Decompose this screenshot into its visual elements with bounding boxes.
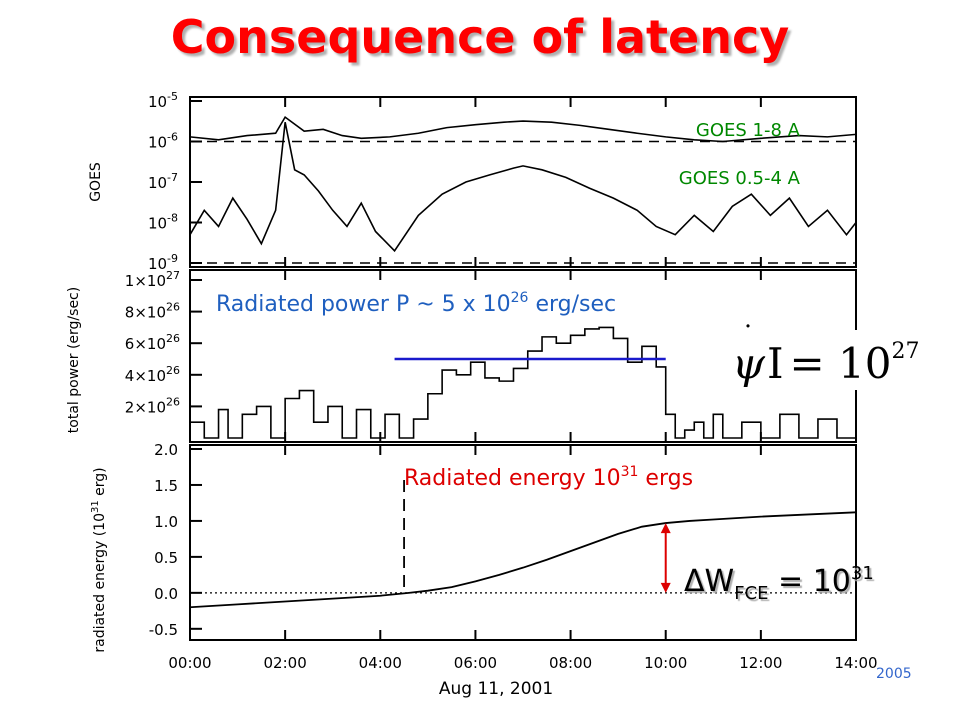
goes-y-tick-label: 10-9 [148,252,178,273]
x-tick-label: 00:00 [168,654,211,672]
x-tick-label: 04:00 [359,654,402,672]
radiated-energy-annotation: Radiated energy 1031 ergs [404,464,693,491]
radiated-power-annotation: Radiated power P ~ 5 x 1026 erg/sec [216,290,616,317]
energy-y-tick-label: 1.5 [154,477,178,495]
power-y-tick-label: 4×1026 [125,364,180,385]
x-tick-label: 14:00 [834,654,877,672]
x-tick-label: 10:00 [644,654,687,672]
goes-series-0 [189,115,857,143]
goes-y-axis-label: GOES [88,162,104,202]
power-y-tick-label: 1×1027 [125,269,180,290]
energy-y-axis-label: radiated energy (1031 erg) [90,467,108,652]
goes-series-1 [189,122,857,253]
goes-y-tick-label: 10-8 [148,212,178,233]
equation-dot: ˙ [741,320,755,353]
x-tick-label: 12:00 [739,654,782,672]
page-title: Consequence of latency [170,10,790,64]
goes-y-tick-label: 10-6 [148,131,178,152]
delta-arrow-head-bottom [660,582,671,593]
x-axis-label: Aug 11, 2001 [439,679,553,699]
energy-y-tick-label: 1.0 [154,513,178,531]
equation-text: ψI = 1027 [732,339,920,388]
goes-1-8-label: GOES 1-8 A [696,120,801,141]
energy-y-tick-label: 0.0 [154,585,178,603]
footnote-year: 2005 [876,666,912,682]
energy-y-tick-label: 2.0 [154,441,178,459]
x-tick-label: 06:00 [454,654,497,672]
x-tick-label: 02:00 [264,654,307,672]
energy-panel-frame [189,444,857,641]
power-series-0 [190,326,857,439]
energy-series-0 [189,511,857,609]
x-tick-label: 08:00 [549,654,592,672]
power-y-tick-label: 6×1026 [125,332,180,353]
energy-y-tick-label: -0.5 [149,621,178,639]
equation-box [722,330,912,390]
power-y-axis-label: total power (erg/sec) [66,287,82,433]
energy-y-tick-label: 0.5 [154,549,178,567]
goes-y-tick-label: 10-5 [148,90,178,111]
goes-y-tick-label: 10-7 [148,171,178,192]
power-y-tick-label: 8×1026 [125,301,180,322]
goes-05-4-label: GOES 0.5-4 A [679,168,801,189]
delta-arrow-head-top [660,523,671,534]
power-y-tick-label: 2×1026 [125,395,180,416]
delta-w-label: ΔWFCE = 1031 [684,563,874,604]
